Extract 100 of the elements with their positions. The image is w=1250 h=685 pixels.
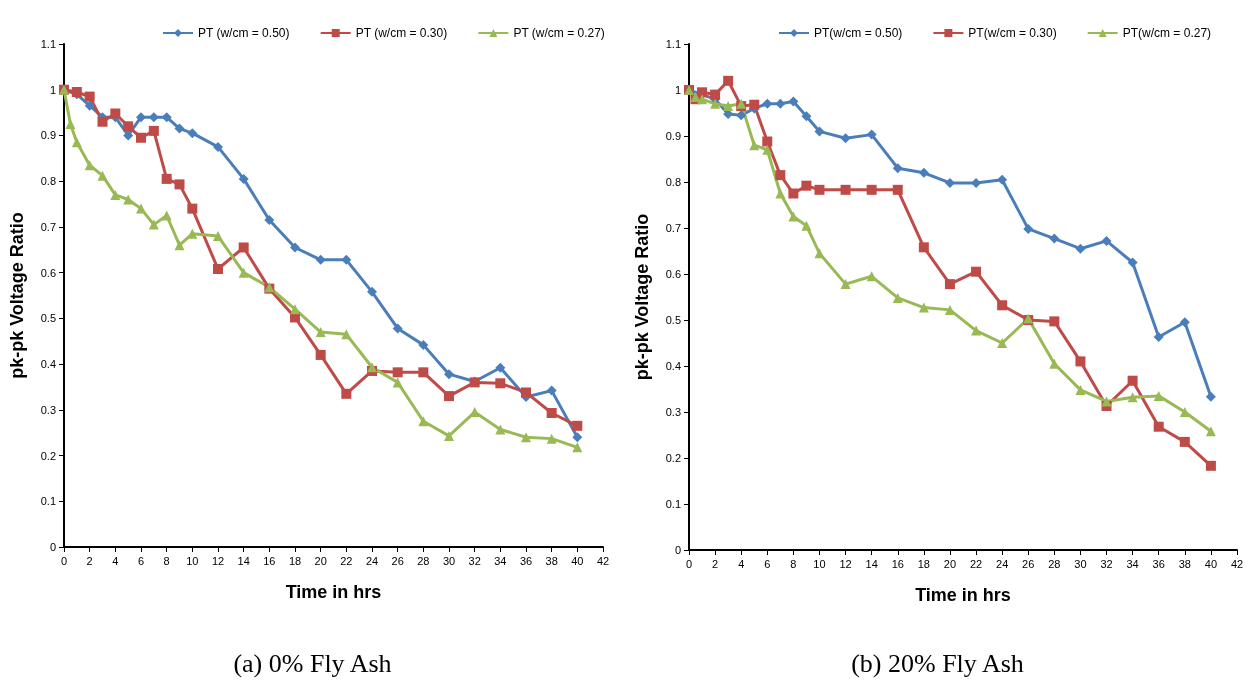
y-tick-label: 1.1 <box>40 38 56 50</box>
point <box>495 424 506 435</box>
y-tick-label: 0.6 <box>40 266 56 279</box>
point <box>187 128 198 139</box>
x-tick-label: 8 <box>790 557 797 570</box>
point <box>418 416 429 427</box>
x-tick-label: 2 <box>712 557 719 570</box>
point <box>521 432 531 443</box>
point <box>495 362 506 373</box>
point <box>997 174 1008 185</box>
point <box>84 100 95 111</box>
y-tick-label: 0.9 <box>40 129 56 142</box>
y-tick-label: 0.9 <box>665 130 681 142</box>
x-tick-label: 22 <box>969 557 983 570</box>
point <box>997 338 1008 348</box>
point <box>84 160 95 171</box>
point <box>392 367 403 378</box>
point <box>546 385 557 396</box>
point <box>71 137 82 148</box>
point <box>367 286 377 297</box>
legend-label: PT(w/cm = 0.50) <box>814 26 903 40</box>
point <box>148 125 159 136</box>
point <box>892 163 903 174</box>
point <box>697 94 708 105</box>
text: (a) 0% Fly Ash <box>233 648 392 678</box>
point <box>84 91 95 102</box>
point <box>572 442 583 453</box>
point <box>814 248 825 259</box>
point <box>762 144 773 155</box>
x-tick-label: 6 <box>764 557 771 570</box>
y-tick-label: 0.7 <box>40 220 56 233</box>
x-tick-label: 32 <box>1100 557 1113 570</box>
point <box>341 388 352 399</box>
y-tick-label: 0.8 <box>665 176 681 188</box>
x-tick-label: 6 <box>137 554 145 567</box>
point <box>944 279 955 290</box>
x-tick-label: 16 <box>263 554 276 567</box>
point <box>1179 317 1190 328</box>
point <box>801 180 812 191</box>
point <box>736 110 747 121</box>
point <box>213 231 223 242</box>
x-tick-label: 18 <box>917 557 930 570</box>
point <box>710 98 721 109</box>
point <box>315 327 326 338</box>
point <box>1049 233 1060 244</box>
point <box>1101 396 1112 407</box>
point <box>866 271 877 282</box>
x-tick-label: 40 <box>571 554 584 567</box>
point <box>495 378 506 389</box>
point <box>572 432 583 443</box>
point <box>1023 223 1034 234</box>
point <box>840 279 851 290</box>
point <box>392 377 403 388</box>
point <box>444 391 454 402</box>
y-tick-label: 1 <box>674 84 681 96</box>
point <box>1205 426 1216 437</box>
point <box>1179 436 1190 447</box>
point <box>1153 421 1164 432</box>
point <box>775 98 786 109</box>
y-tick-label: 0.6 <box>665 268 681 280</box>
y-tick-label: 0.1 <box>40 495 56 508</box>
y-axis-title: pk-pk Voltage Ratio <box>632 213 652 381</box>
point <box>1153 332 1164 343</box>
point <box>110 108 121 119</box>
y-tick-label: 1 <box>49 83 56 96</box>
x-tick-label: 4 <box>738 557 745 570</box>
x-tick-label: 0 <box>60 554 68 567</box>
point <box>840 133 851 144</box>
point <box>788 96 799 107</box>
y-tick-label: 0.3 <box>665 406 681 418</box>
x-tick-label: 30 <box>442 554 456 567</box>
x-tick-label: 10 <box>186 554 199 567</box>
x-tick-label: 12 <box>839 557 852 570</box>
legend-label: PT(w/cm = 0.30) <box>968 26 1057 40</box>
point <box>174 179 185 190</box>
x-tick-label: 4 <box>112 554 119 567</box>
point <box>1075 356 1086 367</box>
point <box>788 211 799 222</box>
point <box>290 304 300 315</box>
point <box>161 112 172 123</box>
point <box>65 119 76 130</box>
point <box>392 323 403 334</box>
point <box>290 242 300 253</box>
y-tick-label: 0.5 <box>40 312 56 325</box>
point <box>418 339 429 350</box>
y-tick-label: 0.4 <box>665 360 681 372</box>
point <box>944 177 955 188</box>
x-tick-label: 38 <box>545 554 558 567</box>
x-tick-label: 10 <box>813 557 826 570</box>
point <box>749 99 760 110</box>
point <box>97 116 108 127</box>
point <box>762 98 773 109</box>
point <box>892 292 903 303</box>
point <box>161 173 172 184</box>
point <box>775 170 786 181</box>
y-tick-label: 0.2 <box>665 452 681 464</box>
point <box>1205 460 1216 471</box>
x-tick-label: 14 <box>865 557 878 570</box>
y-tick-label: 0.7 <box>665 222 681 234</box>
y-tick-label: 0.2 <box>40 449 56 462</box>
